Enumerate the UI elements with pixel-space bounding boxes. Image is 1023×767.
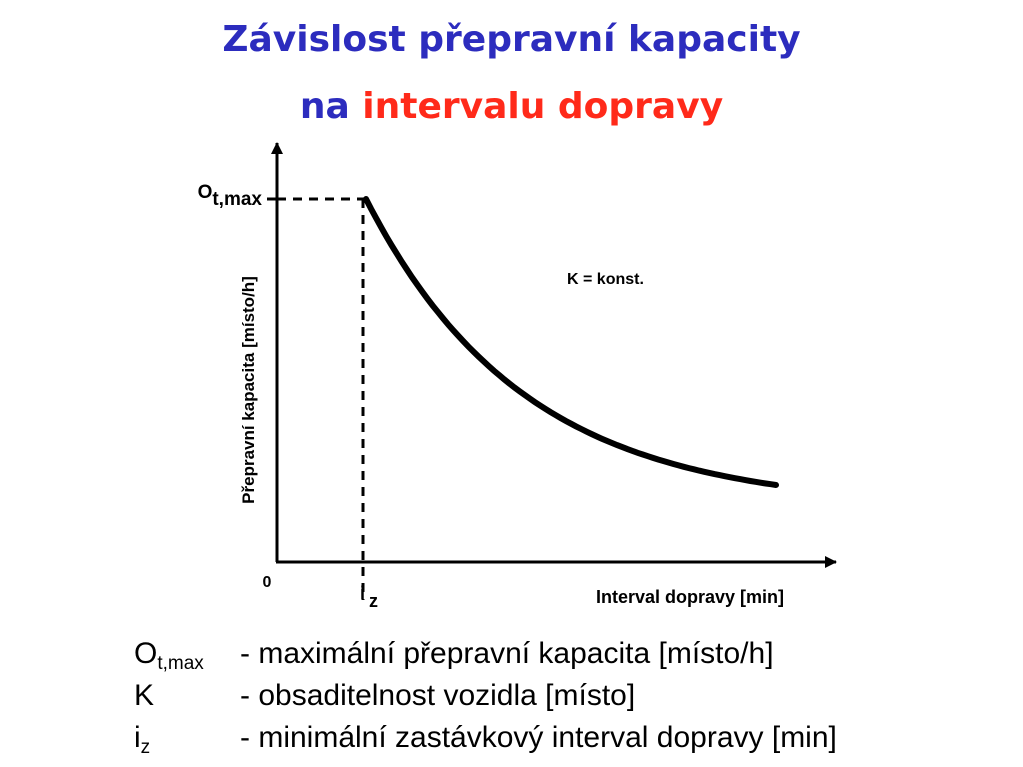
capacity-curve [363, 196, 779, 488]
origin-label: 0 [263, 574, 272, 591]
legend-description: - obsaditelnost vozidla [místo] [240, 679, 636, 712]
legend-description: - minimální zastávkový interval dopravy … [240, 721, 837, 754]
y-marker-label: Ot,max [198, 182, 263, 210]
legend-symbol-sub: z [140, 737, 151, 758]
slide-title-line1: Závislost přepravní kapacity [222, 19, 801, 60]
y-marker-main: O [198, 182, 213, 203]
legend-description: - maximální přepravní kapacita [místo/h] [240, 637, 774, 670]
legend-symbol-main: i [134, 721, 141, 754]
annotation-k-constant: K = konst. [567, 271, 644, 288]
x-axis-label: Interval dopravy [min] [596, 587, 784, 607]
legend-symbol: K [134, 679, 154, 717]
legend-symbol-sub: t,max [157, 653, 204, 674]
legend-symbol: iz [134, 721, 150, 759]
legend-symbol: Ot,max [134, 637, 204, 675]
x-marker-sub: z [369, 591, 378, 611]
title-line2-highlight: intervalu dopravy [362, 86, 724, 127]
y-axis-label: Přepravní kapacita [místo/h] [239, 276, 258, 504]
y-marker-sub: t,max [212, 189, 262, 210]
legend-symbol-main: K [134, 679, 155, 712]
x-marker-main: i [360, 583, 365, 603]
title-line2-prefix: na [299, 86, 350, 127]
slide-title-line2: na intervalu dopravy [0, 89, 1023, 125]
legend-symbol-main: O [134, 637, 158, 670]
